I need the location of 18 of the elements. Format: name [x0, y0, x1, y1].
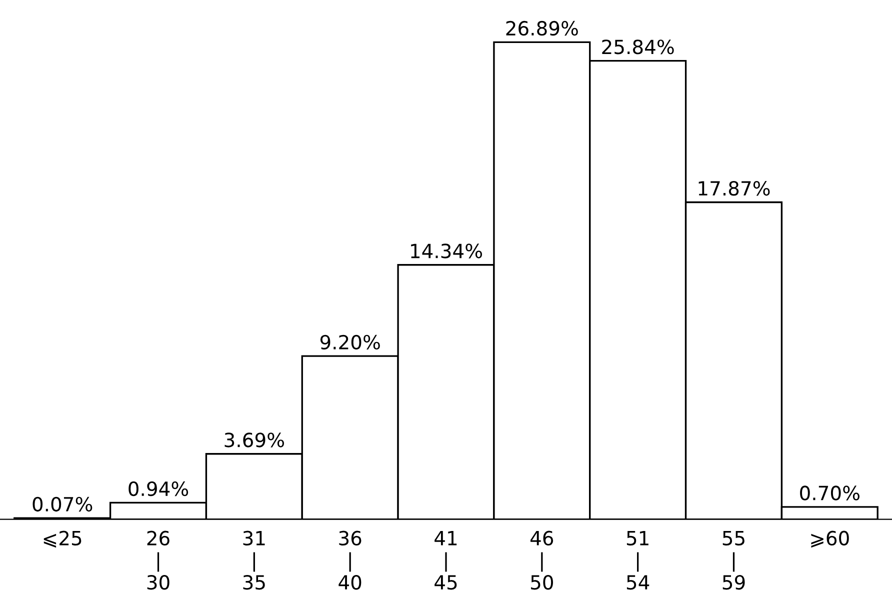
data-label: 25.84%: [602, 40, 674, 54]
data-label: 3.69%: [224, 432, 284, 448]
data-label: 0.07%: [32, 496, 92, 512]
x-tick-label: 36 | 40: [338, 530, 362, 590]
x-tick-label: ⩽25: [44, 530, 82, 548]
x-tick-label: 55 | 59: [722, 531, 745, 590]
x-tick-label: 46 | 50: [530, 530, 554, 590]
data-label: 9.20%: [320, 334, 380, 350]
x-tick-label: 51 | 54: [626, 531, 650, 590]
x-tick-label: 26 | 30: [147, 530, 170, 590]
data-label: 26.89%: [506, 20, 578, 36]
x-tick-label: 41 | 45: [434, 531, 457, 590]
x-tick-label: ⩾60: [811, 530, 849, 548]
x-tick-label: 31 | 35: [243, 530, 265, 590]
data-label: 17.87%: [698, 180, 770, 196]
data-label: 14.34%: [411, 244, 482, 258]
data-label: 0.94%: [128, 481, 188, 496]
data-label: 0.70%: [800, 486, 860, 500]
